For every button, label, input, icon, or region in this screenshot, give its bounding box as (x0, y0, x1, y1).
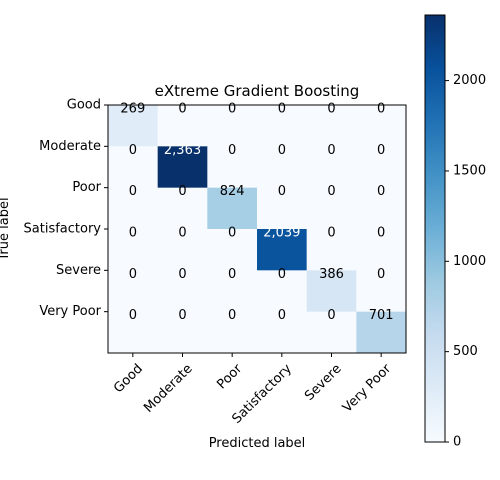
cell-value-label: 0 (377, 226, 385, 241)
x-tick-label-very-poor: Very Poor (340, 361, 395, 416)
y-axis-ticks: Good Moderate Poor Satisfactory Severe Very P… (24, 98, 108, 319)
cell-value-label: 0 (327, 226, 335, 241)
y-tick-label-satisfactory: Satisfactory (24, 222, 102, 237)
heatmap-cell (108, 311, 159, 354)
cell-value-label: 0 (228, 308, 236, 323)
cell-value-label: 0 (278, 184, 286, 199)
cell-value-label: 0 (228, 267, 236, 282)
cell-value-label: 0 (129, 143, 137, 158)
heatmap-cell (157, 187, 208, 230)
cell-value-label: 0 (129, 184, 137, 199)
heatmap-cell (356, 105, 407, 147)
heatmap-cell (306, 187, 357, 230)
heatmap-cell (108, 187, 159, 230)
cell-value-label: 0 (228, 226, 236, 241)
heatmap-cell (157, 105, 208, 147)
heatmap-cell (207, 105, 258, 147)
colorbar-tick-label: 1500 (453, 163, 486, 178)
y-tick-label-poor: Poor (72, 180, 101, 195)
heatmap-cells (108, 105, 407, 354)
heatmap-cell (356, 311, 407, 354)
cell-value-label: 0 (278, 308, 286, 323)
heatmap-cell (108, 146, 159, 189)
cell-value-label: 0 (278, 102, 286, 117)
heatmap-cell (157, 270, 208, 313)
cell-annotations: 269 0 0 0 0 0 0 2,363 0 0 0 0 0 0 824 0 0 0 0 0 0 2,039 0 0 0 0 0 0… (120, 102, 393, 324)
heatmap-cell (108, 270, 159, 313)
x-tick-label-moderate: Moderate (141, 361, 195, 415)
heatmap-cell (257, 187, 308, 230)
colorbar-tick-label: 0 (453, 435, 461, 450)
cell-value-label: 2,039 (263, 226, 300, 241)
y-tick-label-very-poor: Very Poor (39, 304, 101, 319)
cell-value-label: 0 (327, 143, 335, 158)
cell-value-label: 824 (220, 184, 245, 199)
heatmap-cell (157, 311, 208, 354)
cell-value-label: 0 (327, 308, 335, 323)
cell-value-label: 386 (319, 267, 344, 282)
cell-value-label: 0 (327, 102, 335, 117)
colorbar-tick-label: 2000 (453, 73, 486, 88)
cell-value-label: 0 (278, 267, 286, 282)
cell-value-label: 0 (129, 226, 137, 241)
heatmap-cell (157, 229, 208, 271)
y-axis-label: True label (0, 197, 12, 261)
cell-value-label: 0 (178, 226, 186, 241)
heatmap-cell (108, 229, 159, 271)
cell-value-label: 0 (278, 143, 286, 158)
heatmap-cell (356, 270, 407, 313)
cell-value-label: 0 (178, 102, 186, 117)
heatmap-cell (207, 146, 258, 189)
y-tick-label-severe: Severe (56, 263, 101, 278)
x-tick-label-severe: Severe (302, 361, 344, 403)
heatmap-cell (306, 146, 357, 189)
heatmap-cell (207, 270, 258, 313)
heatmap-cell (356, 229, 407, 271)
cell-value-label: 0 (377, 267, 385, 282)
heatmap-cell (306, 229, 357, 271)
heatmap-cell (257, 229, 308, 271)
cell-value-label: 0 (129, 267, 137, 282)
heatmap-cell (157, 146, 208, 189)
heatmap-cell (257, 311, 308, 354)
heatmap-cell (306, 311, 357, 354)
heatmap-cell (257, 146, 308, 189)
cell-value-label: 701 (369, 308, 394, 323)
colorbar-tick-label: 500 (453, 344, 478, 359)
y-tick-label-good: Good (67, 98, 101, 113)
cell-value-label: 0 (178, 308, 186, 323)
cell-value-label: 0 (228, 102, 236, 117)
cell-value-label: 0 (377, 143, 385, 158)
chart-title: eXtreme Gradient Boosting (155, 82, 360, 100)
cell-value-label: 269 (120, 102, 145, 117)
heatmap-cell (207, 229, 258, 271)
colorbar-tick-label: 1000 (453, 254, 486, 269)
x-axis-label: Predicted label (209, 436, 306, 451)
cell-value-label: 0 (178, 184, 186, 199)
cell-value-label: 0 (377, 184, 385, 199)
x-tick-label-good: Good (111, 361, 146, 396)
colorbar-ticks: 0 500 1000 1500 2000 (445, 73, 486, 450)
heatmap-cell (306, 270, 357, 313)
y-tick-label-moderate: Moderate (39, 139, 101, 154)
heatmap-cell (356, 146, 407, 189)
cell-value-label: 2,363 (164, 143, 201, 158)
heatmap-cell (257, 270, 308, 313)
colorbar (424, 14, 446, 443)
cell-value-label: 0 (178, 267, 186, 282)
heatmap-cell (257, 105, 308, 147)
x-tick-label-poor: Poor (214, 361, 245, 392)
heatmap-cell (207, 311, 258, 354)
cell-value-label: 0 (228, 143, 236, 158)
heatmap-cell (356, 187, 407, 230)
cell-value-label: 0 (327, 184, 335, 199)
cell-value-label: 0 (129, 308, 137, 323)
heatmap-cell (108, 105, 159, 147)
cell-value-label: 0 (377, 102, 385, 117)
heatmap-cell (207, 187, 258, 230)
heatmap-cell (306, 105, 357, 147)
